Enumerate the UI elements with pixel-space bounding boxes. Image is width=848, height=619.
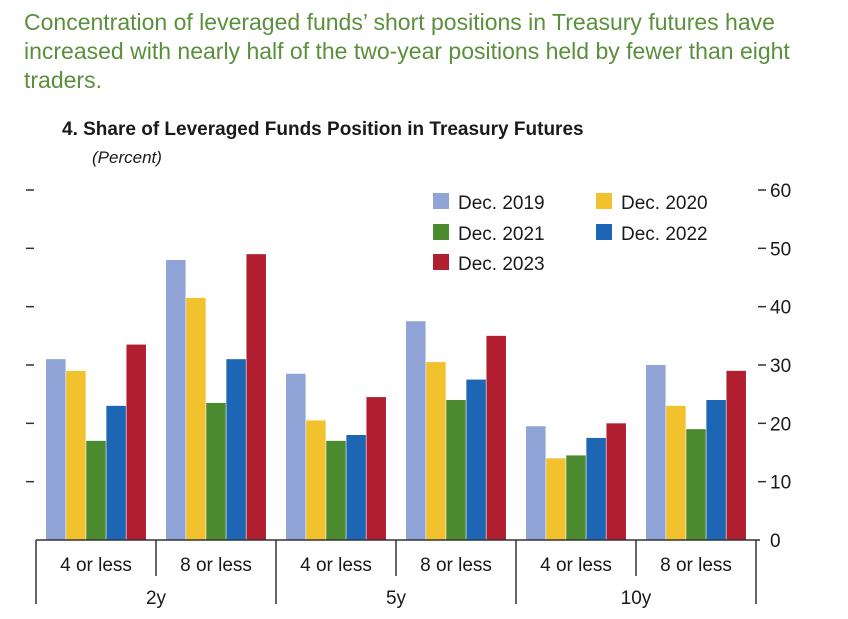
- group-label: 10y: [621, 588, 652, 609]
- group-label: 5y: [386, 588, 407, 609]
- legend-swatch: [596, 224, 612, 240]
- bar: [126, 344, 146, 540]
- legend-label: Dec. 2020: [621, 193, 708, 214]
- y-tick-label: 30: [770, 356, 791, 377]
- y-tick-label: 0: [770, 531, 781, 552]
- bar: [246, 254, 266, 540]
- bar: [566, 455, 586, 540]
- bar: [306, 420, 326, 540]
- group-label: 2y: [146, 588, 167, 609]
- bar: [86, 440, 106, 540]
- bar: [606, 423, 626, 540]
- bar: [326, 440, 346, 540]
- legend-label: Dec. 2022: [621, 224, 708, 245]
- legend: Dec. 2019 Dec. 2020 Dec. 2021 Dec. 2022 Dec.…: [433, 193, 708, 275]
- y-tick-label: 60: [770, 181, 791, 202]
- legend-swatch: [433, 193, 449, 209]
- category-label: 8 or less: [420, 555, 492, 576]
- bar: [546, 458, 566, 540]
- bar: [106, 405, 126, 540]
- bar: [66, 370, 86, 540]
- category-label: 8 or less: [660, 555, 732, 576]
- bar: [466, 379, 486, 540]
- bar: [206, 402, 226, 540]
- legend-label: Dec. 2019: [458, 193, 545, 214]
- x-axis: 4 or less 8 or less 4 or less 8 or less 4 or…: [35, 539, 760, 609]
- y-tick-label: 10: [770, 473, 791, 494]
- right-y-axis: 0 10 20 30 40 50 60: [758, 181, 791, 552]
- y-tick-label: 40: [770, 298, 791, 319]
- category-label: 8 or less: [180, 555, 252, 576]
- bar: [686, 429, 706, 540]
- bar: [586, 437, 606, 540]
- legend-swatch: [433, 254, 449, 270]
- bar: [486, 335, 506, 540]
- legend-label: Dec. 2023: [458, 254, 545, 275]
- y-tick-label: 20: [770, 414, 791, 435]
- chart-unit: (Percent): [92, 148, 162, 167]
- bar: [186, 297, 206, 540]
- bar: [526, 426, 546, 540]
- bar: [226, 359, 246, 540]
- headline: Concentration of leveraged funds’ short …: [24, 9, 790, 93]
- legend-swatch: [596, 193, 612, 209]
- bar: [446, 400, 466, 540]
- bar: [426, 362, 446, 540]
- bar: [166, 260, 186, 540]
- bar: [726, 370, 746, 540]
- bar: [366, 397, 386, 540]
- category-label: 4 or less: [60, 555, 132, 576]
- bar: [46, 359, 66, 540]
- category-label: 4 or less: [540, 555, 612, 576]
- bar: [666, 405, 686, 540]
- bars: [46, 254, 746, 540]
- legend-label: Dec. 2021: [458, 224, 545, 245]
- bar: [346, 435, 366, 540]
- y-tick-label: 50: [770, 239, 791, 260]
- category-label: 4 or less: [300, 555, 372, 576]
- bar: [286, 373, 306, 540]
- chart-title: 4. Share of Leveraged Funds Position in …: [62, 119, 584, 140]
- bar: [406, 321, 426, 540]
- bar: [646, 365, 666, 540]
- legend-swatch: [433, 224, 449, 240]
- left-tick-marks: [26, 189, 34, 483]
- bar: [706, 400, 726, 540]
